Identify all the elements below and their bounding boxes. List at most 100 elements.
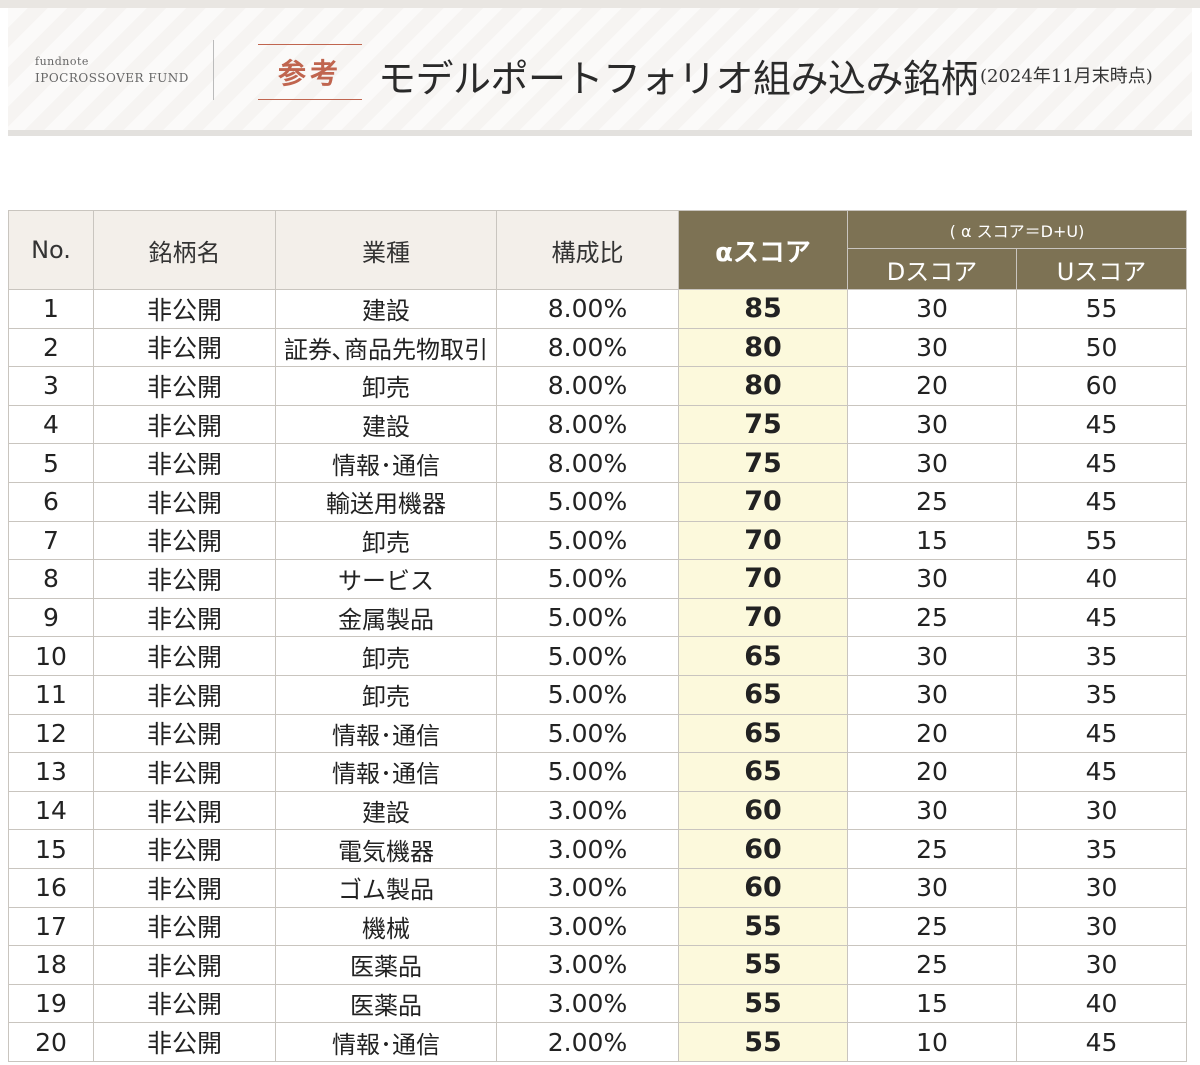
cell-no: 6 — [8, 481, 94, 522]
column-header-d-score: Dスコア — [847, 248, 1017, 290]
cell-industry: 卸売 — [275, 520, 497, 561]
cell-u-score: 60 — [1016, 366, 1187, 406]
table-row: 9 非公開 金属製品 5.00% 70 25 45 — [8, 597, 1187, 638]
column-header-name: 銘柄名 — [93, 210, 276, 290]
cell-ratio: 5.00% — [496, 752, 679, 792]
cell-alpha-score: 60 — [678, 790, 848, 831]
page-title: モデルポートフォリオ組み込み銘柄 — [378, 57, 979, 101]
table-row: 17 非公開 機械 3.00% 55 25 30 — [8, 906, 1187, 947]
cell-alpha-score: 70 — [678, 520, 848, 561]
cell-d-score: 20 — [847, 366, 1017, 406]
cell-stock-name: 非公開 — [93, 481, 276, 522]
cell-no: 16 — [8, 867, 94, 908]
cell-u-score: 55 — [1016, 289, 1187, 329]
column-header-alpha-score: αスコア — [678, 210, 848, 290]
cell-no: 8 — [8, 559, 94, 599]
cell-d-score: 25 — [847, 906, 1017, 947]
column-header-no: No. — [8, 210, 94, 290]
cell-u-score: 45 — [1016, 404, 1187, 445]
cell-industry: 情報･通信 — [275, 443, 497, 483]
table-row: 11 非公開 卸売 5.00% 65 30 35 — [8, 674, 1187, 715]
cell-d-score: 30 — [847, 867, 1017, 908]
cell-alpha-score: 55 — [678, 983, 848, 1024]
brand-divider — [213, 40, 214, 100]
table-row: 15 非公開 電気機器 3.00% 60 25 35 — [8, 829, 1187, 869]
cell-ratio: 3.00% — [496, 945, 679, 985]
cell-industry: 卸売 — [275, 366, 497, 406]
cell-u-score: 55 — [1016, 520, 1187, 561]
cell-stock-name: 非公開 — [93, 713, 276, 754]
cell-stock-name: 非公開 — [93, 752, 276, 792]
cell-u-score: 45 — [1016, 597, 1187, 638]
cell-no: 15 — [8, 829, 94, 869]
cell-industry: 情報･通信 — [275, 713, 497, 754]
cell-stock-name: 非公開 — [93, 597, 276, 638]
cell-stock-name: 非公開 — [93, 906, 276, 947]
cell-industry: 建設 — [275, 404, 497, 445]
table-row: 5 非公開 情報･通信 8.00% 75 30 45 — [8, 443, 1187, 483]
brand-name: fundnote — [35, 55, 89, 68]
cell-industry: 情報･通信 — [275, 1022, 497, 1062]
cell-u-score: 45 — [1016, 713, 1187, 754]
table-row: 6 非公開 輸送用機器 5.00% 70 25 45 — [8, 481, 1187, 522]
cell-ratio: 5.00% — [496, 520, 679, 561]
table-row: 2 非公開 証券､商品先物取引 8.00% 80 30 50 — [8, 327, 1187, 368]
header-divider — [8, 130, 1192, 136]
cell-ratio: 5.00% — [496, 597, 679, 638]
cell-no: 19 — [8, 983, 94, 1024]
cell-u-score: 40 — [1016, 559, 1187, 599]
reference-tag: 参考 — [258, 44, 362, 100]
cell-ratio: 3.00% — [496, 867, 679, 908]
date-note: (2024年11月末時点) — [980, 66, 1153, 87]
table-row: 4 非公開 建設 8.00% 75 30 45 — [8, 404, 1187, 445]
table-row: 13 非公開 情報･通信 5.00% 65 20 45 — [8, 752, 1187, 792]
cell-stock-name: 非公開 — [93, 636, 276, 676]
cell-ratio: 3.00% — [496, 983, 679, 1024]
table-row: 12 非公開 情報･通信 5.00% 65 20 45 — [8, 713, 1187, 754]
cell-alpha-score: 85 — [678, 289, 848, 329]
cell-industry: 情報･通信 — [275, 752, 497, 792]
cell-stock-name: 非公開 — [93, 289, 276, 329]
cell-ratio: 3.00% — [496, 906, 679, 947]
cell-u-score: 45 — [1016, 481, 1187, 522]
cell-stock-name: 非公開 — [93, 327, 276, 368]
column-header-u-score: Uスコア — [1016, 248, 1187, 290]
cell-d-score: 30 — [847, 674, 1017, 715]
cell-industry: ゴム製品 — [275, 867, 497, 908]
cell-alpha-score: 70 — [678, 559, 848, 599]
cell-industry: 建設 — [275, 289, 497, 329]
portfolio-table: No. 銘柄名 業種 構成比 αスコア ( α スコア＝D+U) Dスコア Uス… — [8, 210, 1187, 1062]
table-row: 3 非公開 卸売 8.00% 80 20 60 — [8, 366, 1187, 406]
cell-u-score: 30 — [1016, 945, 1187, 985]
cell-stock-name: 非公開 — [93, 829, 276, 869]
cell-alpha-score: 65 — [678, 674, 848, 715]
cell-ratio: 8.00% — [496, 327, 679, 368]
cell-no: 3 — [8, 366, 94, 406]
cell-d-score: 30 — [847, 636, 1017, 676]
cell-alpha-score: 55 — [678, 945, 848, 985]
cell-stock-name: 非公開 — [93, 520, 276, 561]
cell-ratio: 5.00% — [496, 636, 679, 676]
cell-ratio: 8.00% — [496, 404, 679, 445]
top-strip — [0, 0, 1200, 8]
cell-industry: サービス — [275, 559, 497, 599]
cell-ratio: 3.00% — [496, 790, 679, 831]
brand-logo: fundnote IPOCROSSOVER FUND — [35, 54, 189, 87]
cell-no: 2 — [8, 327, 94, 368]
cell-alpha-score: 70 — [678, 597, 848, 638]
cell-stock-name: 非公開 — [93, 366, 276, 406]
cell-no: 5 — [8, 443, 94, 483]
cell-d-score: 30 — [847, 289, 1017, 329]
cell-alpha-score: 65 — [678, 752, 848, 792]
cell-no: 11 — [8, 674, 94, 715]
cell-d-score: 15 — [847, 983, 1017, 1024]
cell-d-score: 30 — [847, 790, 1017, 831]
cell-alpha-score: 75 — [678, 404, 848, 445]
cell-no: 20 — [8, 1022, 94, 1062]
cell-alpha-score: 60 — [678, 867, 848, 908]
cell-no: 12 — [8, 713, 94, 754]
column-header-industry: 業種 — [275, 210, 497, 290]
alpha-formula-note: ( α スコア＝D+U) — [847, 210, 1187, 249]
cell-d-score: 15 — [847, 520, 1017, 561]
cell-ratio: 8.00% — [496, 443, 679, 483]
